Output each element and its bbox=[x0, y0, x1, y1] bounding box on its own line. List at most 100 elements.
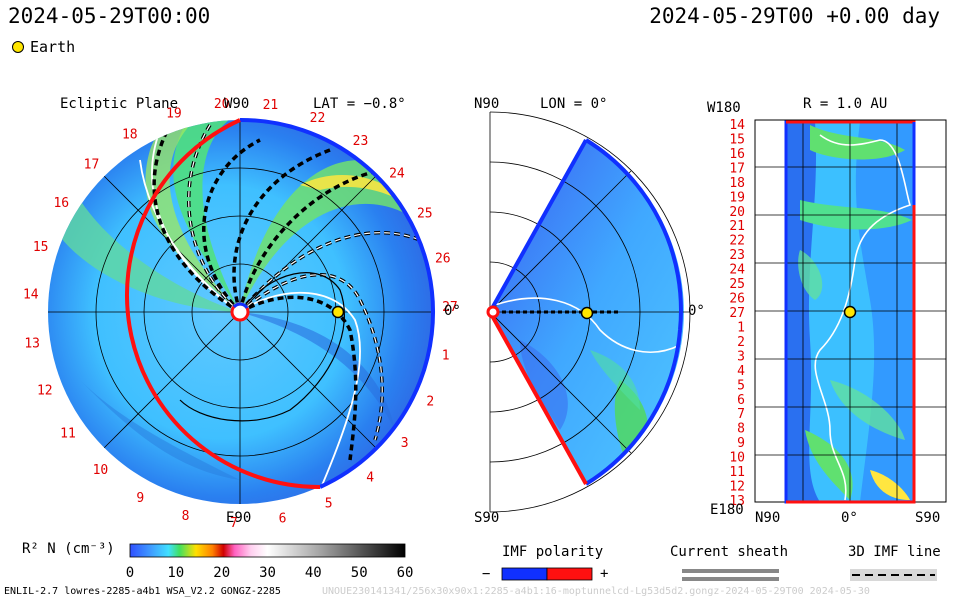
rotation-tick-label: 21 bbox=[263, 98, 279, 113]
synoptic-plot: 1415161718192021222324252627123456789101… bbox=[729, 118, 947, 509]
synoptic-row-label: 23 bbox=[729, 248, 745, 263]
synoptic-row-label: 10 bbox=[729, 451, 745, 466]
footer-run-info: ENLIL-2.7 lowres-2285-a4b1 WSA_V2.2 GONG… bbox=[4, 586, 281, 597]
rotation-tick-label: 16 bbox=[53, 196, 69, 211]
synoptic-row-label: 16 bbox=[729, 147, 745, 162]
synoptic-row-label: 25 bbox=[729, 277, 745, 292]
colorbar-tick-label: 0 bbox=[126, 565, 134, 581]
rotation-tick-label: 25 bbox=[417, 206, 433, 221]
colorbar-tick-label: 30 bbox=[259, 565, 276, 581]
meridional-right-label: 0° bbox=[688, 303, 705, 319]
synoptic-row-label: 22 bbox=[729, 234, 745, 249]
rotation-tick-label: 20 bbox=[214, 97, 230, 112]
synoptic-row-label: 12 bbox=[729, 480, 745, 495]
imf-polarity-negative bbox=[501, 567, 548, 581]
earth-legend: Earth bbox=[12, 38, 75, 56]
imf-polarity-title: IMF polarity bbox=[502, 544, 604, 560]
imf-line-title: 3D IMF line bbox=[848, 544, 941, 560]
current-sheath-title: Current sheath bbox=[670, 544, 789, 560]
ecliptic-bottom-label: E90 bbox=[226, 510, 252, 526]
rotation-tick-label: 2 bbox=[426, 395, 434, 410]
rotation-tick-label: 18 bbox=[122, 127, 138, 142]
ecliptic-lat-label: LAT = −0.8° bbox=[313, 96, 406, 112]
synoptic-row-label: 9 bbox=[737, 436, 745, 451]
imf-polarity-plus: + bbox=[600, 566, 609, 582]
ecliptic-plot: 20 21222324252627123456789101112131415161… bbox=[23, 97, 458, 531]
rotation-tick-label: 6 bbox=[279, 512, 287, 527]
synoptic-row-label: 19 bbox=[729, 190, 745, 205]
current-sheath-swatch bbox=[682, 569, 779, 573]
rotation-tick-label: 9 bbox=[136, 491, 144, 506]
rotation-tick-label: 19 bbox=[166, 107, 182, 122]
synoptic-row-label: 24 bbox=[729, 263, 745, 278]
synoptic-top-left-label: W180 bbox=[707, 100, 741, 116]
rotation-tick-label: 7 bbox=[230, 516, 238, 531]
synoptic-x-mid: 0° bbox=[841, 510, 858, 526]
synoptic-row-label: 13 bbox=[729, 494, 745, 509]
rotation-tick-label: 17 bbox=[84, 158, 100, 173]
rotation-tick-label: 5 bbox=[325, 496, 333, 511]
imf-polarity-positive bbox=[546, 567, 593, 581]
synoptic-row-label: 5 bbox=[737, 378, 745, 393]
meridional-bottom-label: S90 bbox=[474, 510, 500, 526]
density-colorbar bbox=[129, 543, 406, 558]
synoptic-row-label: 2 bbox=[737, 335, 745, 350]
synoptic-row-label: 11 bbox=[729, 465, 745, 480]
colorbar-label: R² N (cm⁻³) bbox=[22, 541, 115, 557]
rotation-tick-label: 12 bbox=[37, 384, 53, 399]
synoptic-row-label: 7 bbox=[737, 407, 745, 422]
earth-marker-synoptic bbox=[843, 305, 857, 319]
rotation-tick-label: 10 bbox=[93, 463, 109, 478]
colorbar-tick-label: 20 bbox=[213, 565, 230, 581]
imf-polarity-minus: − bbox=[482, 566, 491, 582]
rotation-tick-label: 15 bbox=[33, 240, 49, 255]
synoptic-r-label: R = 1.0 AU bbox=[803, 96, 888, 112]
rotation-tick-label: 1 bbox=[442, 349, 450, 364]
colorbar-tick-label: 50 bbox=[351, 565, 368, 581]
meridional-top-label: N90 bbox=[474, 96, 500, 112]
footer-run-id: UNOUE230141341/256x30x90x1:2285-a4b1:16-… bbox=[322, 586, 870, 597]
meridional-lon-label: LON = 0° bbox=[540, 96, 608, 112]
ecliptic-right-label: 0° bbox=[444, 303, 461, 319]
colorbar-tick-label: 10 bbox=[167, 565, 184, 581]
rotation-tick-label: 4 bbox=[366, 471, 374, 486]
rotation-tick-label: 24 bbox=[389, 166, 405, 181]
rotation-tick-label: 11 bbox=[60, 427, 76, 442]
rotation-tick-label: 13 bbox=[24, 336, 40, 351]
rotation-tick-label: 27 bbox=[442, 300, 458, 315]
synoptic-row-label: 26 bbox=[729, 292, 745, 307]
colorbar-tick-label: 60 bbox=[397, 565, 414, 581]
earth-marker-ecliptic bbox=[331, 305, 345, 319]
rotation-tick-label: 26 bbox=[435, 252, 451, 267]
earth-icon bbox=[12, 41, 24, 53]
meridional-plot bbox=[486, 111, 691, 513]
colorbar-tick-label: 40 bbox=[305, 565, 322, 581]
earth-legend-label: Earth bbox=[30, 38, 76, 56]
synoptic-x-right: S90 bbox=[915, 510, 941, 526]
header-time-right: 2024-05-29T00 +0.00 day bbox=[649, 4, 940, 28]
synoptic-x-left: N90 bbox=[755, 510, 781, 526]
synoptic-row-label: 4 bbox=[737, 364, 745, 379]
rotation-tick-label: 22 bbox=[310, 111, 326, 126]
synoptic-row-label: 21 bbox=[729, 219, 745, 234]
rotation-tick-label: 8 bbox=[182, 509, 190, 524]
synoptic-row-label: 8 bbox=[737, 422, 745, 437]
synoptic-row-label: 15 bbox=[729, 133, 745, 148]
synoptic-row-label: 1 bbox=[737, 321, 745, 336]
ecliptic-top-label: W90 bbox=[224, 96, 250, 112]
synoptic-row-label: 27 bbox=[729, 306, 745, 321]
synoptic-row-label: 14 bbox=[729, 118, 745, 133]
synoptic-row-label: 17 bbox=[729, 161, 745, 176]
rotation-tick-label: 14 bbox=[23, 288, 39, 303]
rotation-tick-label: 23 bbox=[353, 134, 369, 149]
header-time-left: 2024-05-29T00:00 bbox=[8, 4, 211, 28]
synoptic-row-label: 20 bbox=[729, 205, 745, 220]
synoptic-row-label: 3 bbox=[737, 349, 745, 364]
synoptic-row-label: 18 bbox=[729, 176, 745, 191]
ecliptic-title: Ecliptic Plane bbox=[60, 96, 179, 112]
earth-marker-meridional bbox=[580, 306, 594, 320]
rotation-tick-label: 3 bbox=[401, 436, 409, 451]
synoptic-bottom-left-label: E180 bbox=[710, 502, 744, 518]
synoptic-row-label: 6 bbox=[737, 393, 745, 408]
